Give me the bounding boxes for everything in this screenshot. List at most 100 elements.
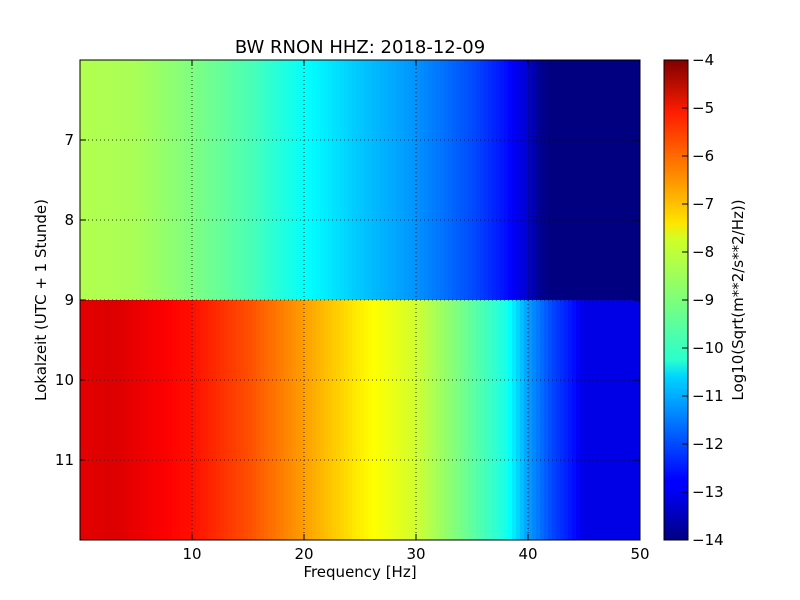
- heatmap-cell: [132, 60, 137, 300]
- heatmap-cell: [484, 60, 489, 300]
- heatmap-cell: [500, 300, 505, 540]
- heatmap-cell: [352, 300, 357, 540]
- heatmap-cell: [624, 60, 629, 300]
- x-tick-label: 40: [518, 545, 537, 563]
- heatmap-cell: [420, 300, 425, 540]
- heatmap-cell: [616, 60, 621, 300]
- heatmap-cell: [592, 60, 597, 300]
- heatmap-cell: [208, 300, 213, 540]
- heatmap-cell: [204, 60, 209, 300]
- heatmap-cell: [448, 60, 453, 300]
- heatmap-cell: [372, 300, 377, 540]
- heatmap-cell: [424, 60, 429, 300]
- heatmap-cell: [412, 300, 417, 540]
- heatmap-cell: [632, 60, 637, 300]
- colorbar-tick-label: −9: [692, 291, 714, 309]
- heatmap-cell: [112, 300, 117, 540]
- x-axis-label: Frequency [Hz]: [303, 563, 416, 581]
- heatmap-cell: [548, 300, 553, 540]
- heatmap-cell: [556, 60, 561, 300]
- heatmap-cell: [492, 300, 497, 540]
- heatmap-cell: [544, 60, 549, 300]
- heatmap-cell: [228, 300, 233, 540]
- heatmap-cell: [432, 60, 437, 300]
- heatmap-cell: [356, 60, 361, 300]
- heatmap-cell: [472, 60, 477, 300]
- heatmap-cell: [124, 60, 129, 300]
- heatmap-cell: [252, 60, 257, 300]
- heatmap-cell: [388, 60, 393, 300]
- heatmap-cell: [464, 60, 469, 300]
- heatmap-cell: [140, 60, 145, 300]
- heatmap-cell: [508, 60, 513, 300]
- heatmap-cell: [608, 300, 613, 540]
- heatmap-cell: [168, 60, 173, 300]
- heatmap-cell: [248, 60, 253, 300]
- heatmap-cell: [308, 300, 313, 540]
- heatmap-cell: [516, 60, 521, 300]
- heatmap-cell: [200, 60, 205, 300]
- heatmap-cell: [380, 60, 385, 300]
- heatmap-cell: [96, 300, 101, 540]
- heatmap-cell: [400, 60, 405, 300]
- heatmap-cell: [232, 60, 237, 300]
- heatmap-cell: [256, 60, 261, 300]
- heatmap-cell: [204, 300, 209, 540]
- heatmap-cell: [300, 60, 305, 300]
- heatmap-cell: [508, 300, 513, 540]
- heatmap-cell: [532, 300, 537, 540]
- heatmap-cell: [368, 60, 373, 300]
- heatmap-cell: [600, 300, 605, 540]
- heatmap-cell: [588, 300, 593, 540]
- heatmap-cell: [240, 300, 245, 540]
- heatmap-cell: [428, 60, 433, 300]
- heatmap-cell: [604, 60, 609, 300]
- heatmap-cell: [404, 300, 409, 540]
- heatmap-cell: [376, 60, 381, 300]
- heatmap-cell: [444, 300, 449, 540]
- heatmap-cell: [136, 300, 141, 540]
- spectrogram-segment: [80, 60, 640, 300]
- heatmap-cell: [408, 60, 413, 300]
- heatmap-cell: [456, 300, 461, 540]
- heatmap-cell: [288, 60, 293, 300]
- heatmap-cell: [108, 60, 113, 300]
- heatmap-cell: [504, 60, 509, 300]
- heatmap-cell: [160, 300, 165, 540]
- heatmap-cell: [80, 300, 85, 540]
- heatmap-cell: [160, 60, 165, 300]
- heatmap-cell: [584, 60, 589, 300]
- heatmap-cell: [140, 300, 145, 540]
- heatmap-cell: [336, 60, 341, 300]
- heatmap-cell: [84, 300, 89, 540]
- heatmap-cell: [264, 300, 269, 540]
- heatmap-cell: [124, 300, 129, 540]
- heatmap-cell: [484, 300, 489, 540]
- heatmap-cell: [396, 300, 401, 540]
- heatmap-cell: [200, 300, 205, 540]
- heatmap-cell: [536, 300, 541, 540]
- heatmap-cell: [540, 300, 545, 540]
- heatmap-cell: [88, 300, 93, 540]
- y-tick-label: 8: [64, 211, 74, 229]
- heatmap-cell: [580, 300, 585, 540]
- heatmap-cell: [236, 60, 241, 300]
- colorbar-tick-label: −5: [692, 99, 714, 117]
- heatmap-cell: [284, 300, 289, 540]
- heatmap-cell: [520, 300, 525, 540]
- heatmap-cell: [544, 300, 549, 540]
- heatmap-cell: [184, 60, 189, 300]
- heatmap-cell: [328, 300, 333, 540]
- colorbar-tick-label: −7: [692, 195, 714, 213]
- heatmap-cell: [620, 300, 625, 540]
- heatmap-cell: [88, 60, 93, 300]
- heatmap-cell: [272, 300, 277, 540]
- heatmap-cell: [212, 300, 217, 540]
- heatmap-cell: [396, 60, 401, 300]
- heatmap-cell: [460, 300, 465, 540]
- heatmap-cell: [308, 60, 313, 300]
- heatmap-cell: [344, 300, 349, 540]
- heatmap-cell: [436, 300, 441, 540]
- heatmap-cell: [368, 300, 373, 540]
- heatmap-cell: [576, 300, 581, 540]
